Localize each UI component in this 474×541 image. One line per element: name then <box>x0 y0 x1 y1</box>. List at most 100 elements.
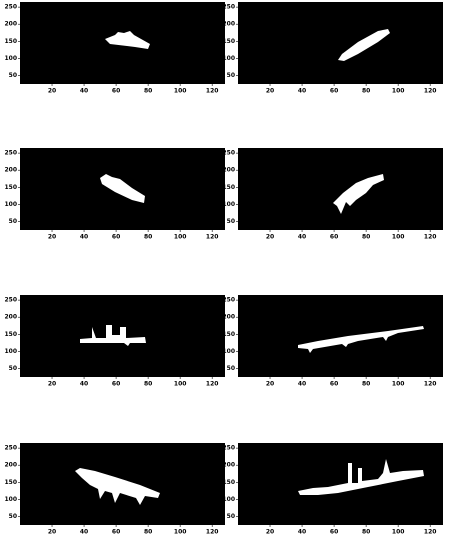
y-tick-label: 100 <box>4 201 17 208</box>
y-tick-label: 50 <box>9 365 17 372</box>
x-tick-label: 40 <box>80 381 88 388</box>
y-tick-label: 150 <box>222 38 235 45</box>
y-tick-label: 100 <box>4 55 17 62</box>
y-tick-label: 50 <box>9 72 17 79</box>
panel: 20 40 60 80 100 120 50 100 150 200 250 <box>4 148 225 241</box>
x-tick-label: 40 <box>80 529 88 536</box>
x-tick-label: 80 <box>144 88 152 95</box>
y-tick-label: 50 <box>9 513 17 520</box>
image <box>238 148 443 230</box>
y-tick-label: 50 <box>227 218 235 225</box>
y-tick-label: 250 <box>222 4 235 11</box>
x-tick-label: 60 <box>330 88 338 95</box>
panel: 20 40 60 80 100 120 50 100 150 200 250 <box>222 443 443 536</box>
x-tick-label: 100 <box>174 88 187 95</box>
x-tick-label: 20 <box>266 234 274 241</box>
y-tick-label: 200 <box>4 462 17 469</box>
mask-blob <box>338 29 390 61</box>
x-tick-label: 100 <box>392 381 405 388</box>
x-tick-label: 40 <box>298 234 306 241</box>
y-tick-label: 250 <box>4 150 17 157</box>
x-tick-label: 60 <box>330 234 338 241</box>
y-tick-label: 100 <box>222 348 235 355</box>
y-tick-label: 50 <box>227 513 235 520</box>
mask-blob <box>75 468 160 505</box>
x-tick-label: 80 <box>144 234 152 241</box>
y-tick-label: 200 <box>222 21 235 28</box>
y-tick-label: 100 <box>222 496 235 503</box>
panel: 20 40 60 80 100 120 50 100 150 200 250 <box>4 2 225 95</box>
x-tick-label: 100 <box>392 234 405 241</box>
x-tick-label: 20 <box>266 88 274 95</box>
x-tick-label: 60 <box>112 529 120 536</box>
y-tick-label: 250 <box>222 445 235 452</box>
x-tick-label: 100 <box>174 234 187 241</box>
panel: 20 40 60 80 100 120 50 100 150 200 250 <box>222 2 443 95</box>
panel: 20 40 60 80 100 120 50 100 150 200 250 <box>222 295 443 388</box>
x-tick-label: 20 <box>48 381 56 388</box>
y-tick-label: 200 <box>222 314 235 321</box>
x-tick-label: 100 <box>392 529 405 536</box>
x-tick-label: 40 <box>298 381 306 388</box>
y-tick-label: 150 <box>4 331 17 338</box>
image <box>238 443 443 525</box>
image <box>238 295 443 377</box>
panel: 20 40 60 80 100 120 50 100 150 200 250 <box>4 295 225 388</box>
mask-blob <box>105 31 150 49</box>
x-tick-label: 20 <box>48 88 56 95</box>
y-tick-label: 100 <box>4 348 17 355</box>
y-tick-label: 100 <box>4 496 17 503</box>
mask-blob <box>333 174 384 214</box>
x-tick-label: 60 <box>330 381 338 388</box>
panel: 20 40 60 80 100 120 50 100 150 200 250 <box>4 443 225 536</box>
y-tick-label: 150 <box>4 38 17 45</box>
x-tick-label: 120 <box>206 234 219 241</box>
y-tick-label: 100 <box>222 55 235 62</box>
x-tick-label: 20 <box>266 381 274 388</box>
x-tick-label: 60 <box>112 381 120 388</box>
x-tick-label: 80 <box>362 529 370 536</box>
x-tick-label: 80 <box>362 234 370 241</box>
y-tick-label: 150 <box>222 184 235 191</box>
x-tick-label: 120 <box>424 529 437 536</box>
y-tick-label: 200 <box>222 167 235 174</box>
x-tick-label: 20 <box>266 529 274 536</box>
x-tick-label: 120 <box>206 88 219 95</box>
x-tick-label: 40 <box>298 88 306 95</box>
x-tick-label: 40 <box>298 529 306 536</box>
x-tick-label: 120 <box>206 529 219 536</box>
x-tick-label: 20 <box>48 529 56 536</box>
y-tick-label: 200 <box>4 314 17 321</box>
image <box>238 2 443 84</box>
y-tick-label: 150 <box>222 331 235 338</box>
x-tick-label: 80 <box>144 381 152 388</box>
x-tick-label: 40 <box>80 234 88 241</box>
x-tick-label: 120 <box>206 381 219 388</box>
y-tick-label: 200 <box>4 21 17 28</box>
y-tick-label: 50 <box>227 365 235 372</box>
x-tick-label: 80 <box>362 88 370 95</box>
x-tick-label: 80 <box>144 529 152 536</box>
mask-blob <box>298 459 424 495</box>
mask-blob <box>298 326 424 353</box>
y-tick-label: 250 <box>222 297 235 304</box>
mask-blob <box>100 174 145 203</box>
mask-blob <box>80 325 146 346</box>
y-tick-label: 250 <box>4 297 17 304</box>
x-tick-label: 60 <box>330 529 338 536</box>
panel: 20 40 60 80 100 120 50 100 150 200 250 <box>222 148 443 241</box>
x-tick-label: 120 <box>424 88 437 95</box>
x-tick-label: 40 <box>80 88 88 95</box>
y-tick-label: 150 <box>4 184 17 191</box>
x-tick-label: 100 <box>392 88 405 95</box>
y-tick-label: 150 <box>222 479 235 486</box>
x-tick-label: 60 <box>112 88 120 95</box>
x-tick-label: 100 <box>174 529 187 536</box>
x-tick-label: 120 <box>424 381 437 388</box>
x-tick-label: 80 <box>362 381 370 388</box>
y-tick-label: 150 <box>4 479 17 486</box>
y-tick-label: 250 <box>4 4 17 11</box>
y-tick-label: 250 <box>4 445 17 452</box>
